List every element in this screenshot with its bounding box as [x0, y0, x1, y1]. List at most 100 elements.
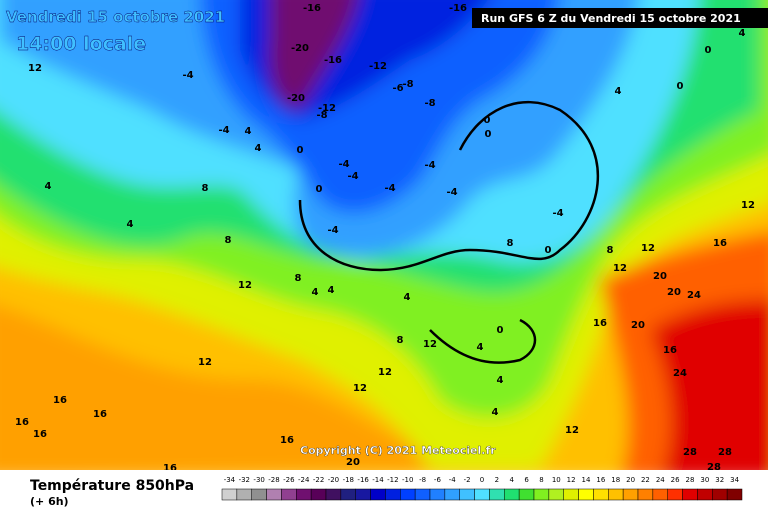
scale-swatch — [637, 488, 654, 501]
contour-label: 0 — [545, 245, 552, 256]
scale-swatch — [622, 488, 639, 501]
contour-label: 20 — [346, 457, 360, 468]
date: Vendredi 15 octobre 2021 — [6, 8, 225, 26]
scale-swatch — [593, 488, 609, 501]
scale-label: -20 — [328, 476, 339, 484]
contour-label: 8 — [397, 335, 404, 346]
contour-label: -12 — [318, 103, 336, 114]
scale-label: -26 — [283, 476, 295, 484]
contour-label: 0 — [297, 145, 304, 156]
scale-label: -22 — [313, 476, 324, 484]
scale-swatch — [504, 488, 520, 501]
contour-label: 20 — [653, 271, 667, 282]
contour-label: 16 — [163, 463, 177, 474]
scale-swatch — [518, 488, 535, 501]
contour-label: 16 — [33, 429, 47, 440]
scale-label: -28 — [268, 476, 279, 484]
contour-label: -8 — [424, 98, 435, 109]
scale-swatch — [400, 488, 416, 501]
contour-label: -4 — [338, 159, 349, 170]
scale-label: 6 — [524, 476, 529, 484]
contour-label: 12 — [238, 280, 252, 291]
scale-swatch — [489, 488, 505, 501]
scale-swatch — [221, 488, 238, 501]
scale-label: 20 — [626, 476, 635, 484]
contour-label: 0 — [677, 81, 684, 92]
contour-label: 0 — [485, 129, 492, 140]
contour-label: 12 — [641, 243, 655, 254]
scale-swatch — [340, 488, 356, 501]
contour-label: 8 — [607, 245, 614, 256]
scale-label: 24 — [656, 476, 665, 484]
scale-label: -32 — [239, 476, 250, 484]
contour-label: 28 — [718, 447, 732, 458]
scale-label: -24 — [298, 476, 310, 484]
contour-label: 12 — [198, 357, 212, 368]
contour-label: 4 — [45, 181, 52, 192]
scale-label: 22 — [641, 476, 650, 484]
contour-label: -4 — [347, 171, 358, 182]
contour-label: 8 — [202, 183, 209, 194]
scale-label: -14 — [372, 476, 384, 484]
contour-label: 4 — [739, 28, 746, 39]
contour-label: 16 — [713, 238, 727, 249]
time: 14:00 locale — [16, 33, 146, 55]
scale-swatch — [266, 488, 282, 501]
scale-swatch — [548, 488, 564, 501]
scale-swatch — [370, 488, 386, 501]
scale-swatch — [667, 488, 683, 501]
scale-label: 12 — [567, 476, 576, 484]
contour-label: 24 — [687, 290, 701, 301]
run-box — [472, 8, 768, 28]
scale-swatch — [236, 488, 252, 501]
contour-label: 4 — [477, 342, 484, 353]
scale-swatch — [697, 488, 713, 501]
contour-label: -4 — [182, 70, 193, 81]
scale-swatch — [474, 488, 490, 501]
scale-label: 14 — [582, 476, 591, 484]
contour-label: -4 — [384, 183, 395, 194]
contour-label: -4 — [218, 125, 229, 136]
contour-label: -20 — [287, 93, 305, 104]
contour-label: 0 — [484, 115, 491, 126]
contour-label: 8 — [295, 273, 302, 284]
scale-label: 16 — [596, 476, 605, 484]
scale-label: -12 — [387, 476, 398, 484]
scale-swatch — [726, 488, 743, 501]
scale-swatch — [652, 488, 668, 501]
scale-label: -2 — [464, 476, 471, 484]
scale-swatch — [325, 488, 342, 501]
contour-label: 4 — [328, 285, 335, 296]
scale-swatch — [414, 488, 431, 501]
contour-label: -4 — [446, 187, 457, 198]
contour-label: -20 — [291, 43, 309, 54]
scale-label: 28 — [686, 476, 695, 484]
contour-label: 16 — [53, 395, 67, 406]
scale-label: -34 — [224, 476, 236, 484]
contour-label: 4 — [312, 287, 319, 298]
scale-label: -18 — [343, 476, 354, 484]
contour-label: 4 — [615, 86, 622, 97]
contour-label: -6 — [392, 83, 403, 94]
scale-label: -6 — [434, 476, 442, 484]
scale-label: 0 — [480, 476, 484, 484]
contour-label: -16 — [303, 3, 321, 14]
contour-label: -4 — [552, 208, 563, 219]
scale-swatch — [281, 488, 297, 501]
contour-label: 12 — [613, 263, 627, 274]
contour-label: 4 — [127, 219, 134, 230]
footer-title: Température 850hPa — [30, 478, 194, 494]
scale-swatch — [608, 488, 624, 501]
contour-label: 8 — [225, 235, 232, 246]
contour-label: 4 — [245, 126, 252, 137]
temperature-field — [0, 0, 768, 480]
scale-swatch — [459, 488, 475, 501]
scale-label: 30 — [700, 476, 709, 484]
contour-label: 0 — [316, 184, 323, 195]
scale-swatch — [251, 488, 267, 501]
contour-label: 28 — [707, 462, 721, 473]
scale-label: -4 — [449, 476, 457, 484]
contour-label: -12 — [369, 61, 387, 72]
